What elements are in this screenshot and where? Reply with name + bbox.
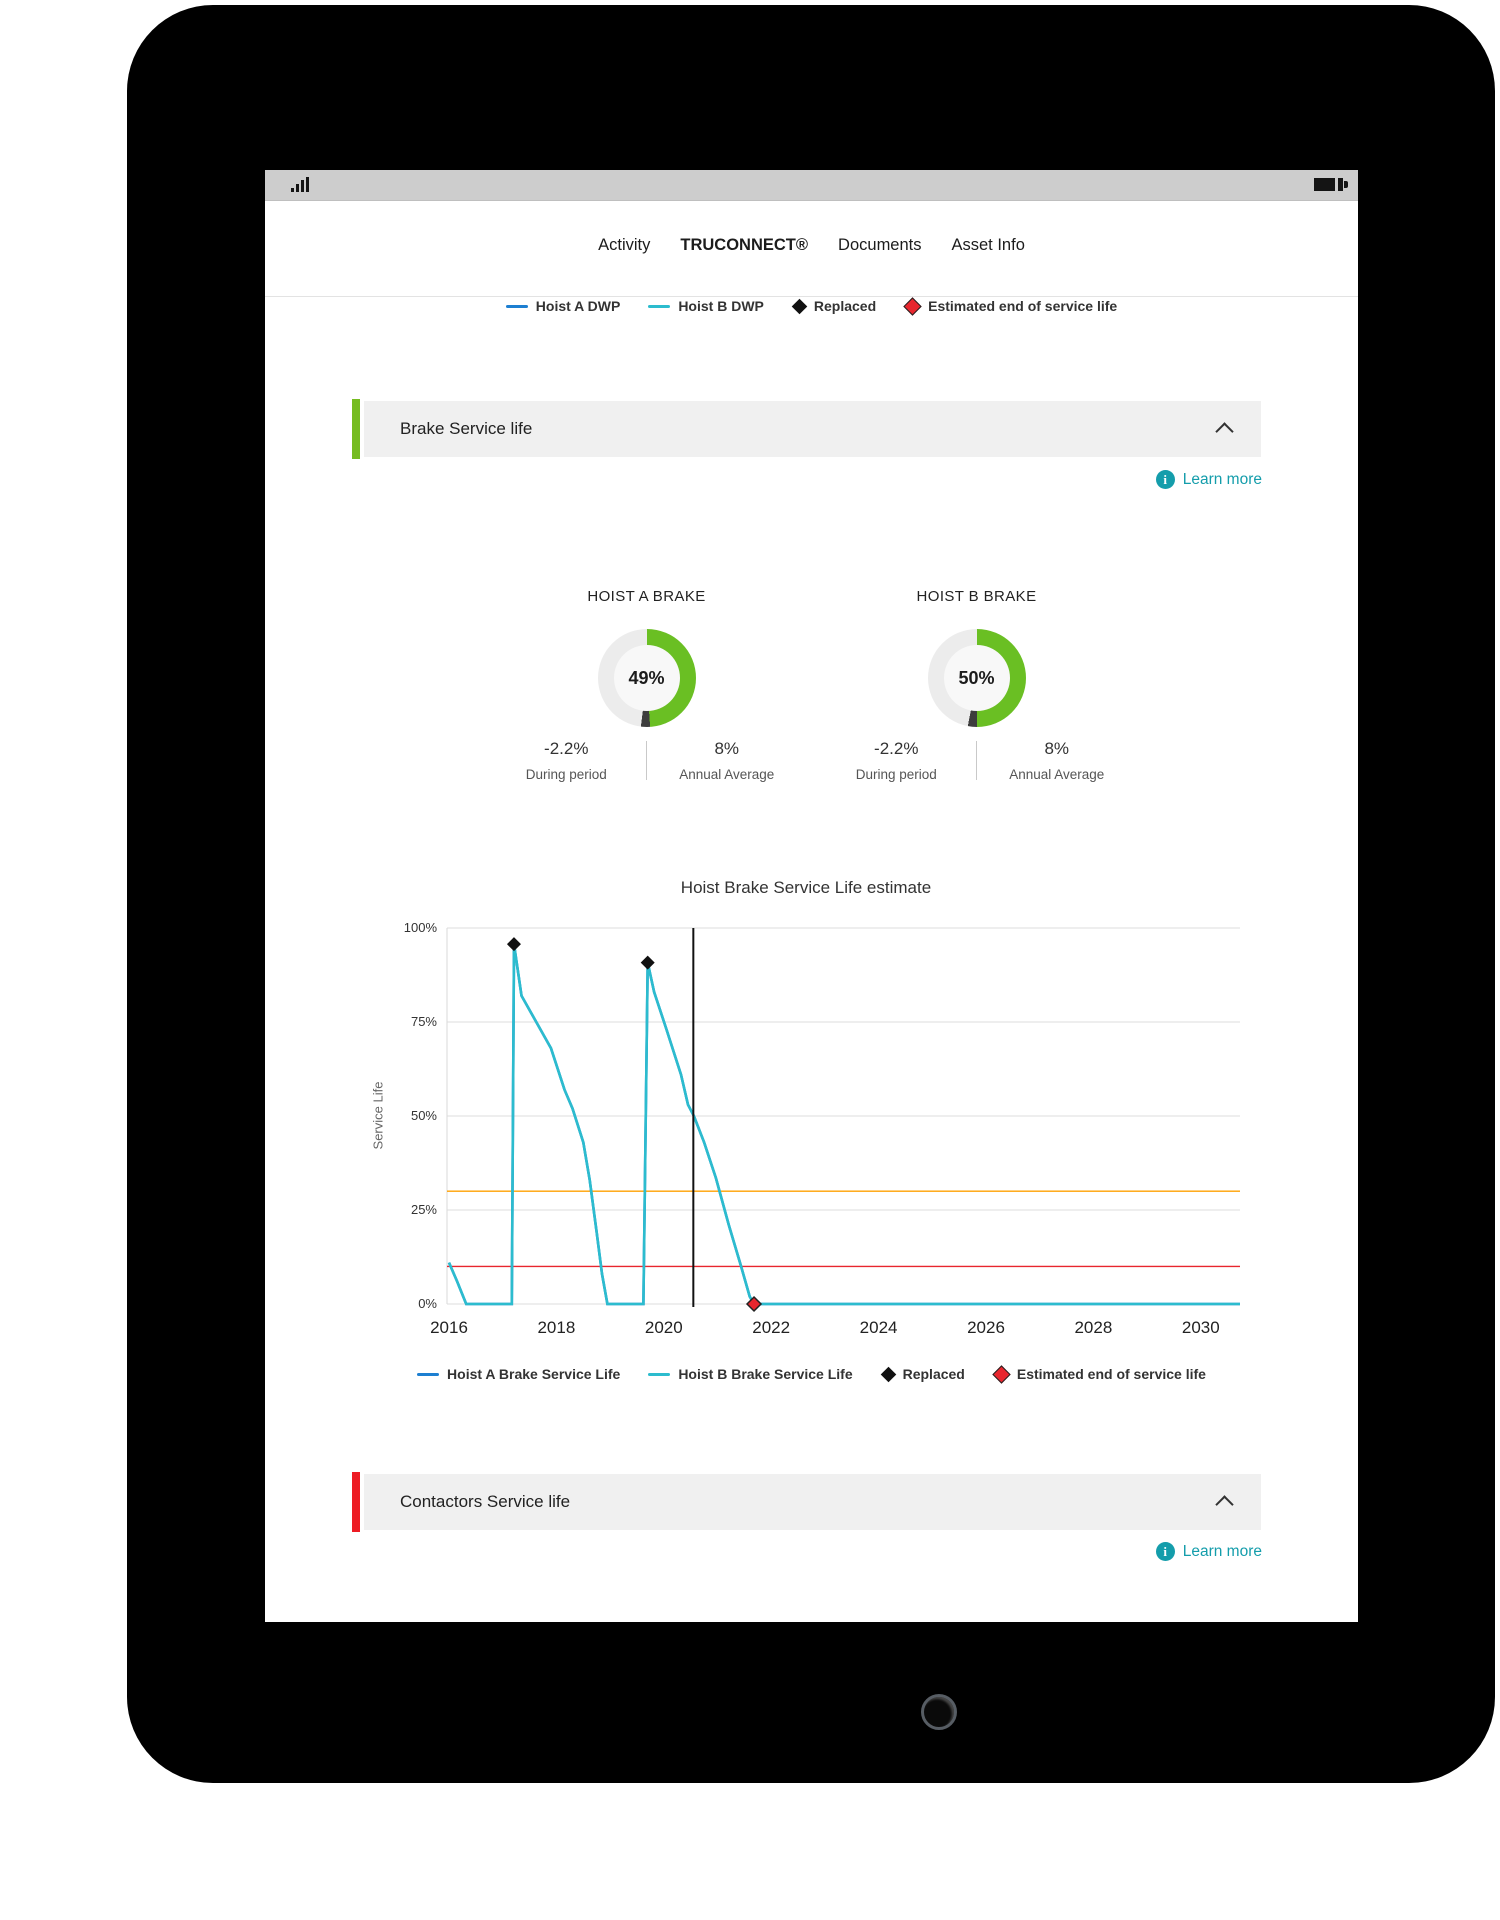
end-of-service-life-marker [745,1295,763,1313]
gauge-stat: 8% Annual Average [977,739,1137,782]
gauge-stat: -2.2% During period [487,739,647,782]
y-axis-label: Service Life [370,1081,386,1150]
donut-gauge: 49% [597,629,696,727]
learn-more-label: Learn more [1182,470,1262,488]
x-tick-label: 2018 [537,1318,576,1337]
legend-line-icon [417,1372,440,1376]
legend-item: Replaced [791,298,877,314]
legend-diamond-icon [791,298,808,314]
y-tick-label: 25% [410,1202,437,1217]
legend-label: Replaced [813,298,877,314]
legend-label: Estimated end of service life [1016,1366,1206,1382]
legend-label: Replaced [902,1366,965,1382]
legend-item: Estimated end of service life [903,296,1118,316]
contactors-accent-bar [352,1472,360,1532]
app-screen: Activity TRUCONNECT® Documents Asset Info H… [265,170,1358,1622]
gauge-title: HOIST B BRAKE [916,588,1037,605]
dwp-chart-legend: Hoist A DWP Hoist B DWP Replaced Estimated … [265,296,1358,316]
y-tick-label: 100% [403,920,437,935]
legend-label: Hoist A Brake Service Life [447,1366,621,1382]
legend-item: Hoist B DWP [648,298,764,314]
gauge-hoist-a-brake: HOIST A BRAKE 49% -2.2% During period 8% Annu… [487,588,807,782]
replaced-marker [640,955,655,970]
series-hoist-a-brake-service-life [447,944,1240,1306]
section-title: Brake Service life [400,419,533,438]
stat-label: During period [855,767,937,782]
brake-learn-more-link[interactable]: i Learn more [1155,470,1262,489]
gauge-value: 49% [613,645,680,711]
x-tick-label: 2026 [967,1318,1005,1337]
tab-activity[interactable]: Activity [598,235,651,254]
legend-label: Hoist B Brake Service Life [678,1366,853,1382]
legend-item: Hoist A Brake Service Life [417,1366,620,1382]
y-tick-label: 75% [410,1014,437,1029]
legend-item: Hoist A DWP [505,298,621,314]
stat-value: 8% [1044,739,1070,758]
battery-icon [1314,178,1350,192]
stat-label: Annual Average [679,767,775,782]
chevron-up-icon[interactable] [1215,1495,1234,1514]
info-icon: i [1155,1542,1175,1561]
brake-section-toggle[interactable]: Brake Service life [364,401,1261,457]
status-bar [265,170,1358,201]
y-tick-label: 50% [410,1108,437,1123]
y-tick-label: 0% [418,1296,437,1311]
legend-diamond-icon [880,1366,896,1382]
info-icon: i [1155,470,1175,489]
signal-icon [291,177,313,193]
x-tick-label: 2022 [752,1318,791,1337]
gauge-hoist-b-brake: HOIST B BRAKE 50% -2.2% During period 8% Annu… [817,588,1137,782]
tab-truconnect[interactable]: TRUCONNECT® [680,235,809,254]
legend-item: Hoist B Brake Service Life [648,1366,853,1382]
stat-divider [646,741,647,780]
contactors-section-toggle[interactable]: Contactors Service life [364,1474,1261,1530]
section-title: Contactors Service life [400,1492,571,1511]
gauge-value: 50% [943,645,1010,711]
x-tick-label: 2030 [1181,1318,1220,1337]
legend-label: Hoist A DWP [535,298,621,314]
gauge-stat: 8% Annual Average [647,739,807,782]
series-hoist-b-brake-service-life [447,944,1240,1306]
service-life-chart [446,927,1240,1313]
contactors-learn-more-link[interactable]: i Learn more [1155,1542,1262,1561]
brake-accent-bar [352,399,360,459]
stat-value: 8% [714,739,740,758]
stat-value: -2.2% [874,739,919,758]
brake-gauges: HOIST A BRAKE 49% -2.2% During period 8% Annu… [265,588,1358,782]
chart-title: Hoist Brake Service Life estimate [680,878,932,897]
legend-item: Estimated end of service life [992,1364,1206,1384]
legend-line-icon [505,304,528,308]
stat-value: -2.2% [544,739,589,758]
stat-label: Annual Average [1009,767,1105,782]
x-tick-label: 2016 [430,1318,468,1337]
gauge-stat: -2.2% During period [817,739,977,782]
stat-divider [976,741,977,780]
legend-label: Estimated end of service life [928,298,1118,314]
brake-chart-legend: Hoist A Brake Service Life Hoist B Brake … [265,1364,1358,1384]
gauge-stats: -2.2% During period 8% Annual Average [487,739,807,782]
replaced-marker [506,937,521,952]
tab-asset-info[interactable]: Asset Info [951,235,1025,254]
legend-line-icon [648,304,671,308]
legend-diamond-icon [992,1364,1011,1384]
donut-gauge: 50% [927,629,1026,727]
home-button[interactable] [921,1694,957,1730]
legend-label: Hoist B DWP [678,298,764,314]
chevron-up-icon[interactable] [1215,422,1234,441]
nav-tabs: Activity TRUCONNECT® Documents Asset Info [265,225,1358,265]
x-tick-label: 2020 [644,1318,683,1337]
gauge-title: HOIST A BRAKE [587,588,706,605]
legend-diamond-icon [903,296,922,316]
x-tick-label: 2028 [1074,1318,1113,1337]
gauge-stats: -2.2% During period 8% Annual Average [817,739,1137,782]
legend-item: Replaced [880,1366,965,1382]
nav-divider [265,296,1358,297]
learn-more-label: Learn more [1182,1542,1262,1560]
stat-label: During period [525,767,607,782]
legend-line-icon [648,1372,671,1376]
tab-documents[interactable]: Documents [838,235,922,254]
x-tick-label: 2024 [859,1318,898,1337]
